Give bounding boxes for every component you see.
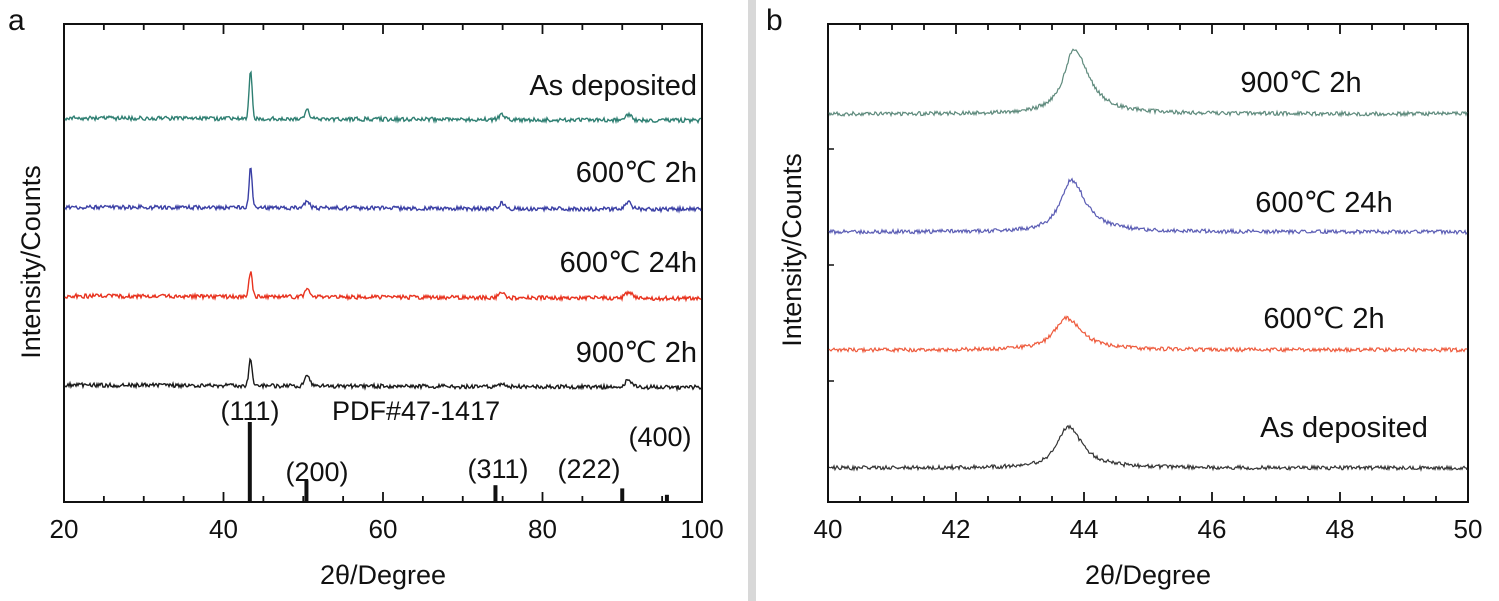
chart-b-svg: 40 42 44 46 48 50 2θ/Degree Intensity/Counts b 90… [766,4,1483,590]
x-tick-label-b: 42 [942,514,971,544]
y-axis-title-a: Intensity/Counts [16,165,46,359]
x-tick-label-b: 46 [1198,514,1227,544]
x-tick-label-a: 80 [528,514,557,544]
series-line-a [64,70,702,125]
series-line-b [828,177,1468,236]
reference-label-a: (111) [220,396,279,426]
x-axis-title-b: 2θ/Degree [1085,560,1211,590]
x-axis-title-a: 2θ/Degree [320,560,446,590]
chart-a-svg: 20 40 60 80 100 2θ/Degree Intensity/Counts a 900… [8,4,724,590]
series-line-a [64,167,702,214]
series-label-a: 600℃ 24h [560,247,697,279]
series-line-b [828,424,1468,472]
x-tick-label-b: 40 [814,514,843,544]
series-label-b: 600℃ 2h [1263,303,1384,335]
series-line-a [64,357,702,392]
reference-label-a: (400) [628,422,691,452]
reference-name-a: PDF#47-1417 [332,396,500,426]
series-label-b: As deposited [1260,412,1428,444]
series-label-a: As deposited [529,70,697,102]
series-label-b: 600℃ 24h [1255,187,1392,219]
reference-label-a: (200) [285,457,348,487]
x-tick-label-a: 100 [680,514,723,544]
series-line-b [828,48,1468,118]
panel-letter-a: a [8,4,25,37]
series-label-b: 900℃ 2h [1240,67,1361,99]
series-label-a: 600℃ 2h [576,157,697,189]
panel-b: 40 42 44 46 48 50 2θ/Degree Intensity/Counts b 90… [756,0,1499,601]
x-tick-label-b: 50 [1454,514,1483,544]
series-line-a [64,271,702,303]
x-tick-label-b: 48 [1326,514,1355,544]
x-tick-label-a: 40 [209,514,238,544]
reference-label-a: (222) [557,454,620,484]
x-tick-label-b: 44 [1070,514,1099,544]
x-tick-label-a: 60 [369,514,398,544]
reference-label-a: (311) [467,454,528,484]
series-label-a: 900℃ 2h [576,337,697,369]
x-tick-label-a: 20 [50,514,79,544]
panel-a: 20 40 60 80 100 2θ/Degree Intensity/Counts a 900… [0,0,748,601]
series-line-b [828,315,1468,354]
panel-letter-b: b [766,4,783,37]
y-axis-title-b: Intensity/Counts [777,153,807,347]
